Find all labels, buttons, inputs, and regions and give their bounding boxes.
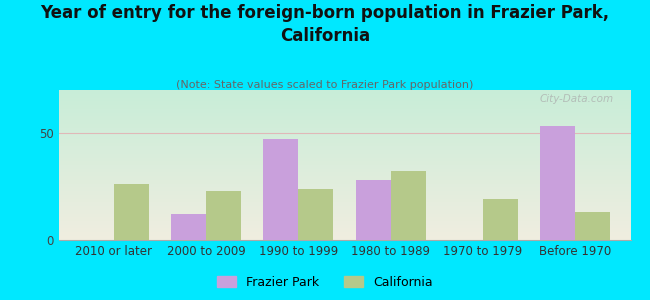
Text: City-Data.com: City-Data.com: [540, 94, 614, 104]
Bar: [171, 214, 206, 240]
Bar: [540, 126, 575, 240]
Bar: [206, 191, 241, 240]
Bar: [575, 212, 610, 240]
Text: (Note: State values scaled to Frazier Park population): (Note: State values scaled to Frazier Pa…: [176, 80, 474, 89]
Bar: [263, 139, 298, 240]
Text: Year of entry for the foreign-born population in Frazier Park,
California: Year of entry for the foreign-born popul…: [40, 4, 610, 45]
Bar: [391, 171, 426, 240]
Bar: [483, 199, 518, 240]
Bar: [356, 180, 391, 240]
Bar: [114, 184, 149, 240]
Legend: Frazier Park, California: Frazier Park, California: [213, 271, 437, 294]
Bar: [298, 189, 333, 240]
